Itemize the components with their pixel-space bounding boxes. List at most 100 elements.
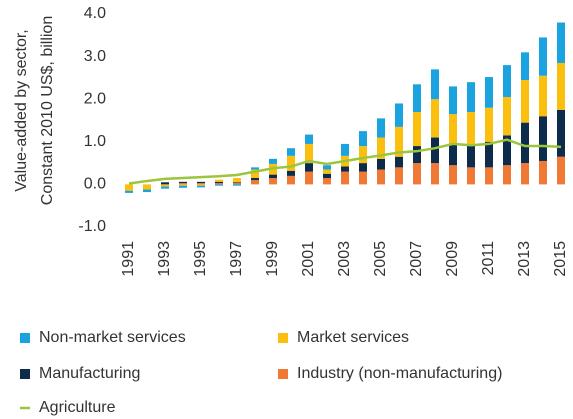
bar-segment [503, 165, 511, 185]
y-tick-label: 3.0 [84, 48, 106, 65]
legend-label: Agriculture [39, 399, 116, 416]
bar-segment [215, 184, 223, 186]
bar-segment [323, 173, 331, 179]
y-tick-label: 2.0 [84, 90, 106, 107]
bar-segment [431, 163, 439, 185]
bar-segment [359, 163, 367, 172]
bar-segment [377, 169, 385, 185]
bar-segment [233, 184, 241, 186]
legend-swatch [20, 333, 30, 343]
y-tick-label: 1.0 [84, 133, 106, 150]
y-axis-label: Value-added by sector, [13, 29, 30, 191]
bar-segment [467, 82, 475, 112]
bar-segment [161, 186, 169, 189]
x-tick-label: 2005 [372, 241, 389, 277]
bar-segment [485, 107, 493, 142]
bar-segment [521, 80, 529, 123]
bar-segment [359, 146, 367, 164]
x-tick-label: 1995 [192, 241, 209, 277]
bar-segment [161, 184, 169, 187]
bar-segment [305, 163, 313, 172]
legend-label: Manufacturing [39, 365, 140, 382]
bar-segment [197, 183, 205, 185]
x-tick-label: 1997 [228, 241, 245, 277]
bar-segment [197, 181, 205, 184]
bar-segment [377, 118, 385, 138]
x-tick-label: 2001 [300, 241, 317, 277]
bar-segment [557, 22, 565, 63]
bar-segment [557, 109, 565, 157]
bar-segment [287, 148, 295, 156]
x-tick-label: 1991 [120, 241, 137, 277]
legend-swatch [278, 369, 288, 379]
bar-segment [197, 185, 205, 188]
bar-segment [287, 155, 295, 171]
y-axis-label: Constant 2010 US$, billion [39, 16, 56, 205]
bar-segment [431, 137, 439, 164]
bar-segment [431, 99, 439, 138]
bar-segment [269, 174, 277, 179]
bar-segment [179, 185, 187, 188]
bar-segment [179, 183, 187, 185]
bar-segment [413, 163, 421, 185]
bar-segment [485, 167, 493, 185]
bar-segment [179, 181, 187, 184]
bar-segment [503, 65, 511, 98]
x-tick-label: 2009 [444, 241, 461, 277]
line [128, 138, 562, 185]
bar-segment [377, 137, 385, 159]
bar-segment [377, 158, 385, 170]
bar-segment [539, 116, 547, 161]
bar-segment [323, 169, 331, 174]
bar-segment [521, 163, 529, 185]
bar-segment [323, 165, 331, 170]
bar-segment [251, 169, 259, 179]
bar-segment [125, 184, 133, 191]
bar-segment [395, 126, 403, 157]
y-tick-label: 4.0 [84, 5, 106, 22]
bar-segment [215, 179, 223, 182]
bar-segment [413, 146, 421, 164]
bar-segment [125, 190, 133, 193]
bar-segment [503, 135, 511, 166]
x-tick-label: 2003 [336, 241, 353, 277]
bar-segment [269, 178, 277, 185]
bar-segment [179, 184, 187, 186]
bar-segment [359, 171, 367, 185]
bar-segment [449, 143, 457, 166]
x-tick-label: 2007 [408, 241, 425, 277]
bar-segment [395, 167, 403, 185]
bar-segment [467, 167, 475, 185]
bar-segment [485, 77, 493, 108]
x-tick-label: 2011 [480, 241, 497, 276]
legend-label: Non-market services [39, 329, 186, 346]
x-tick-label: 2013 [516, 241, 533, 277]
bar-segment [395, 156, 403, 168]
bar-segment [143, 184, 151, 190]
bar-segment [323, 178, 331, 185]
bar-segment [467, 143, 475, 168]
bar-segment [395, 103, 403, 127]
legend-swatch [278, 333, 288, 343]
bar-segment [449, 86, 457, 115]
legend-swatch [20, 369, 30, 379]
bar-segment [269, 158, 277, 164]
bar-segment [341, 143, 349, 156]
x-tick-label: 1993 [156, 241, 173, 277]
bar-segment [287, 175, 295, 185]
y-tick-label: 0.0 [84, 176, 106, 193]
bar-segment [485, 141, 493, 168]
bar-segment [413, 111, 421, 147]
bar-segment [341, 171, 349, 185]
bar-segment [413, 84, 421, 112]
bar-segment [305, 143, 313, 164]
bar-segment [197, 184, 205, 186]
bar-segment [251, 180, 259, 185]
bar-segment [359, 131, 367, 147]
bar-segment [449, 114, 457, 144]
bar-segment [539, 37, 547, 76]
bar-segment [521, 122, 529, 164]
legend-label: Industry (non-manufacturing) [297, 365, 502, 382]
bar-segment [233, 182, 241, 184]
bar-segment [557, 156, 565, 185]
